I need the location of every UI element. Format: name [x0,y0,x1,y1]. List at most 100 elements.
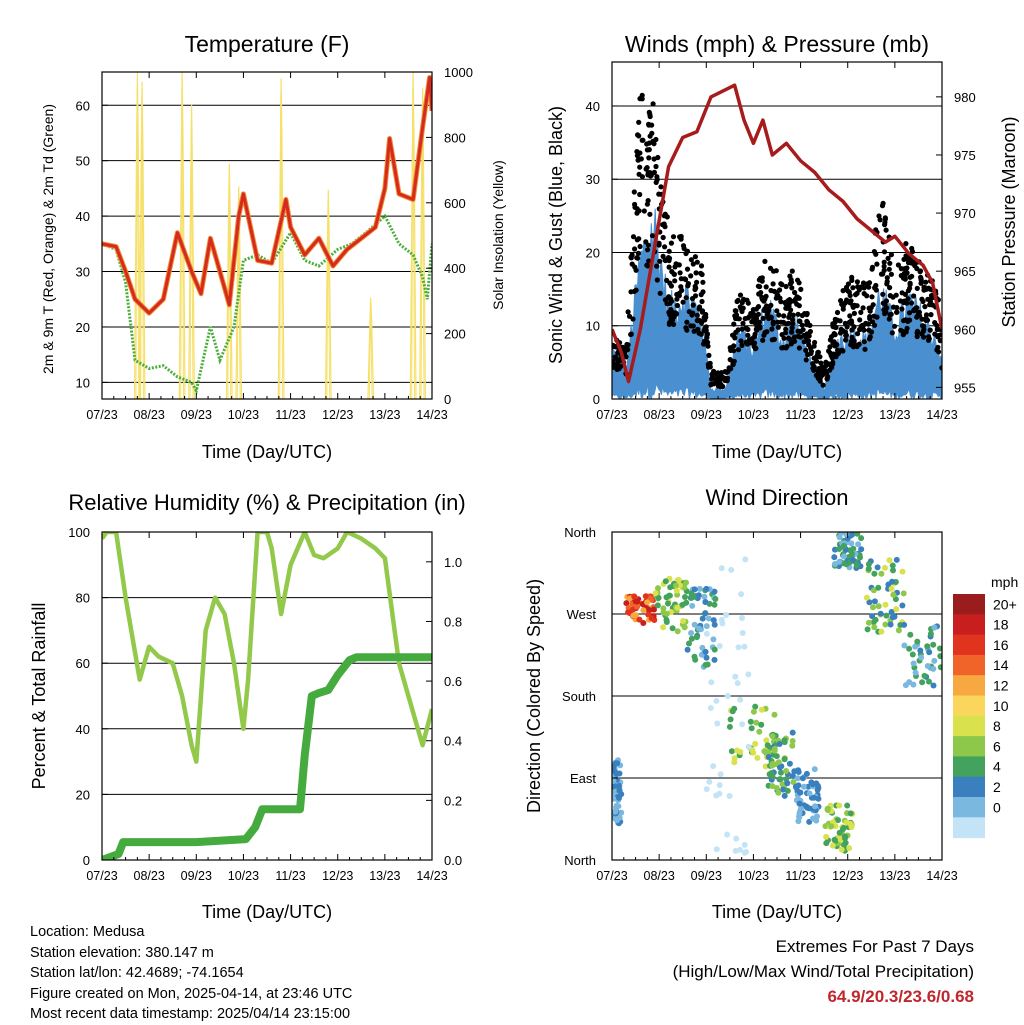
speed-legend-title: mph [991,574,1018,590]
gust-point [849,327,855,333]
wind-direction-point [789,729,796,736]
gust-point [676,262,682,268]
gust-point [670,234,677,240]
total-rainfall-series-line [102,653,432,860]
wind-direction-point [742,556,749,563]
wind-direction-point [618,809,625,816]
wind-direction-point [674,628,681,635]
direction-ytick-label: South [562,689,596,704]
wind-direction-point [716,782,723,789]
gust-point [877,217,883,223]
wind-direction-point [889,562,896,569]
gust-point [634,210,640,216]
gust-point [898,266,904,272]
gust-point [769,326,775,332]
gust-point [757,325,763,331]
gust-point [645,242,652,248]
gust-point [662,244,668,250]
wind-direction-point [858,535,865,542]
gust-point [656,191,662,197]
gust-point [625,346,631,353]
gust-point [862,346,868,352]
wind-direction-point [777,764,783,771]
solar-insolation-spike [180,88,185,399]
extremes-subheading: (High/Low/Max Wind/Total Precipitation) [672,962,974,981]
gust-point [871,249,878,255]
gust-point [850,285,856,291]
wind-direction-point [866,599,873,606]
gust-point [628,331,634,337]
gust-point [679,287,685,293]
winds-xtick-label: 11/23 [785,408,815,422]
gust-point [677,270,683,276]
wind-direction-point [713,846,720,853]
gust-point [787,281,794,287]
gust-point [832,343,838,349]
wind-direction-point [776,741,783,747]
wind-direction-point [612,778,617,784]
gust-point [796,345,803,351]
wind-direction-point [892,596,899,603]
direction-ytick-label: North [564,525,596,540]
wind-direction-point [926,649,933,656]
wind-direction-point [814,813,820,820]
gust-point [914,328,921,334]
wind-direction-point [756,728,763,735]
wind-direction-point [655,585,661,592]
speed-legend-swatches: 20+ 18 16 14 12 10 8 6 4 2 0 [953,594,1017,839]
temperature-ylabel-right: Solar Insolation (Yellow) [490,160,506,310]
humidity-xtick-label: 09/23 [181,869,212,883]
wind-direction-point [672,582,679,589]
wind-direction-point [702,648,709,655]
gust-point [762,306,768,312]
gust-point [860,305,866,311]
wind-direction-point [906,679,913,686]
wind-direction-point [769,733,776,740]
gust-point [667,300,673,306]
direction-xtick-label: 07/23 [596,869,627,883]
temperature-ytick-right-label: 0 [444,392,451,407]
gust-point [653,179,659,185]
gust-point [789,325,795,331]
gust-point [909,245,915,252]
gust-point [684,266,691,272]
gust-point [806,333,812,339]
wind-direction-point [679,601,686,608]
wind-direction-point [914,638,921,645]
gust-point [845,288,851,294]
wind-direction-point [850,545,857,552]
wind-direction-point [711,621,718,628]
gust-point [644,165,650,171]
gust-point [783,301,789,307]
solar-insolation-spike [133,72,141,399]
wind-direction-point [781,792,788,799]
gust-point [936,349,942,355]
speed-legend-label: 18 [993,617,1009,633]
wind-direction-point [789,738,796,744]
gust-point [872,322,878,328]
wind-direction-point [741,643,748,650]
gust-point [921,334,927,340]
temperature-title: Temperature (F) [185,31,350,57]
gust-point [874,314,880,320]
gust-point [637,191,643,198]
gust-point [762,258,768,264]
gust-point [884,275,890,281]
wind-direction-point [836,546,843,552]
wind-direction-point [823,833,830,840]
wind-direction-point [660,605,667,612]
gust-point [869,294,875,300]
wind-direction-point [716,643,723,649]
gust-point [694,279,700,285]
winds-ylabel-left: Sonic Wind & Gust (Blue, Black) [546,106,566,364]
gust-point [853,292,859,298]
wind-direction-point [888,585,895,592]
wind-direction-point [809,781,816,788]
winds-ytick-right-label: 970 [954,206,976,221]
gust-point [904,325,910,331]
gust-point [702,325,708,332]
gust-point [776,312,782,318]
wind-direction-point [726,723,733,730]
wind-direction-point [930,682,937,689]
